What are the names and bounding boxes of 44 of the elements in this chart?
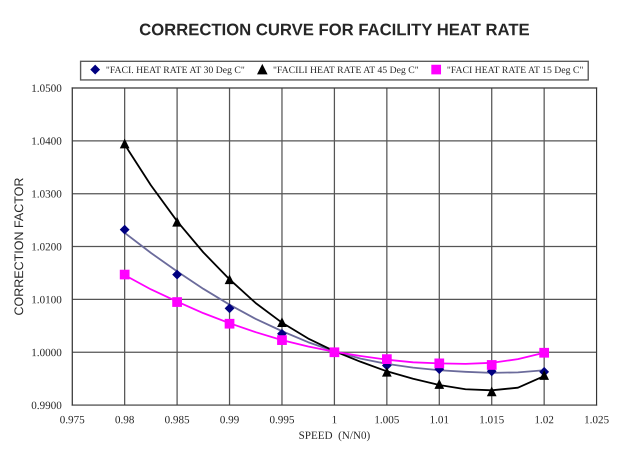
point — [539, 370, 550, 380]
point — [224, 303, 234, 314]
y-tick-label: 1.0200 — [32, 243, 62, 251]
point — [539, 348, 550, 358]
point — [172, 270, 182, 280]
y-tick-label: 1.0000 — [32, 348, 62, 356]
point — [382, 366, 392, 377]
x-tick-label: 0.985 — [165, 416, 190, 424]
legend-label: "FACI. HEAT RATE AT 30 Deg C" — [106, 66, 244, 76]
y-tick-label: 1.0400 — [32, 137, 62, 145]
point — [486, 386, 497, 396]
point — [120, 270, 130, 280]
point — [224, 274, 234, 284]
x-tick-label: 1.02 — [535, 416, 554, 424]
x-tick-label: 1 — [332, 416, 337, 424]
legend-label: "FACI HEAT RATE AT 15 Deg C" — [447, 66, 583, 76]
legend-label: "FACILI HEAT RATE AT 45 Deg C" — [274, 66, 418, 76]
point — [172, 297, 182, 307]
x-tick-label: 1.01 — [430, 416, 448, 424]
point — [434, 379, 444, 389]
point — [277, 335, 287, 345]
point — [172, 216, 182, 227]
point — [224, 318, 234, 329]
point — [434, 358, 444, 368]
x-tick-label: 1.005 — [375, 416, 399, 424]
y-tick-label: 0.9900 — [32, 402, 62, 410]
y-tick-label: 1.0100 — [32, 296, 62, 304]
point — [330, 347, 340, 358]
point — [382, 354, 392, 364]
x-tick-label: 0.975 — [60, 416, 84, 424]
y-tick-label: 1.0500 — [32, 84, 62, 92]
point — [486, 360, 497, 370]
chart-title: CORRECTION CURVE FOR FACILITY HEAT RATE — [140, 24, 529, 36]
x-axis-title: SPEED (N/N0) — [299, 431, 370, 442]
y-axis-title: CORRECTION FACTOR — [14, 178, 24, 315]
point — [277, 317, 287, 327]
point — [120, 138, 130, 148]
x-tick-label: 1.015 — [480, 416, 504, 424]
y-tick-label: 1.0300 — [32, 190, 62, 198]
x-tick-label: 0.995 — [270, 416, 294, 424]
point — [120, 224, 130, 235]
x-tick-label: 1.025 — [585, 416, 609, 424]
x-tick-label: 0.99 — [220, 416, 239, 424]
x-tick-label: 0.98 — [115, 416, 134, 424]
